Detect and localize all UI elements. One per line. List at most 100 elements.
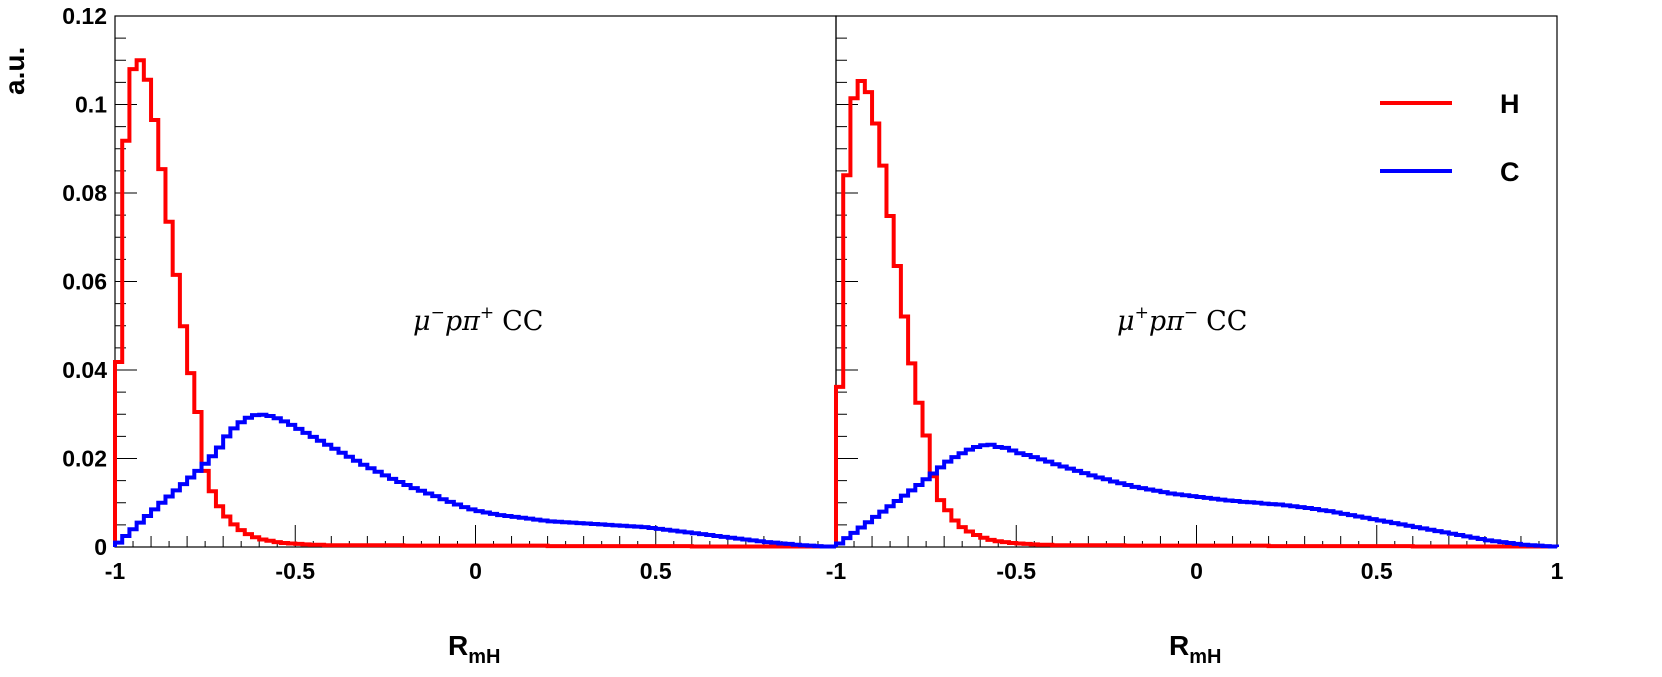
x-tick-label: 0 <box>469 558 482 584</box>
histogram-bin <box>1103 479 1110 547</box>
histogram-bin <box>858 81 865 547</box>
histogram-bin <box>1016 453 1023 547</box>
histogram-bin <box>923 479 930 547</box>
histogram-bin <box>216 447 223 547</box>
histogram-bin <box>158 169 165 547</box>
histogram-bin <box>951 457 958 547</box>
histogram-bin <box>1240 502 1247 547</box>
histogram-bin <box>1074 471 1081 547</box>
histogram-bin <box>533 520 540 547</box>
histogram-bin <box>944 462 951 547</box>
histogram-bin <box>310 437 317 547</box>
histogram-bin <box>1045 462 1052 547</box>
histogram-bin <box>1139 488 1146 547</box>
histogram-bin <box>980 445 987 547</box>
histogram-bin <box>403 485 410 547</box>
histogram-bin <box>1002 448 1009 547</box>
histogram-bin <box>331 449 338 547</box>
histogram-bin <box>137 60 144 547</box>
y-tick-label: 0.06 <box>62 269 107 295</box>
histogram-bin <box>1189 496 1196 547</box>
x-axis-title-right: RmH <box>1169 630 1221 668</box>
legend-label-c: C <box>1500 157 1520 187</box>
histogram-bin <box>1031 457 1038 547</box>
histogram-bin <box>490 514 497 547</box>
histogram-bin <box>1132 487 1139 547</box>
annotation-right: μ+pπ− CC <box>1117 303 1247 337</box>
histogram-bin <box>497 515 504 547</box>
histogram-bin <box>1146 489 1153 547</box>
legend-label-h: H <box>1500 89 1520 119</box>
histogram-bin <box>173 490 180 547</box>
histogram-bin <box>612 525 619 547</box>
histogram-bin <box>1124 485 1131 547</box>
histogram-bin <box>1023 455 1030 547</box>
histogram-bin <box>930 474 937 547</box>
histogram-bin <box>865 92 872 547</box>
histogram-bin <box>1197 497 1204 547</box>
histogram-bin <box>1333 512 1340 547</box>
histogram-bin <box>1052 464 1059 547</box>
histogram-bin <box>476 511 483 547</box>
histogram-bin <box>1312 509 1319 547</box>
histogram-bin <box>576 523 583 547</box>
histogram-bin <box>1391 523 1398 547</box>
histogram-bin <box>202 464 209 547</box>
histogram-bin <box>425 493 432 547</box>
x-tick-label: -1 <box>826 558 847 584</box>
histogram-bin <box>375 472 382 547</box>
histogram-bin <box>1362 518 1369 547</box>
histogram-bin <box>259 415 266 547</box>
histogram-bin <box>1182 495 1189 547</box>
histogram-bin <box>1384 522 1391 547</box>
histogram-bin <box>1254 503 1261 547</box>
histogram-bin <box>1096 478 1103 547</box>
series-c-left <box>113 412 838 549</box>
histogram-bin <box>238 422 245 547</box>
histogram-bin <box>1348 515 1355 547</box>
x-axis-title-left: RmH <box>448 630 500 668</box>
x-tick-label: -0.5 <box>275 558 315 584</box>
histogram-bin <box>879 166 886 547</box>
y-tick-label: 0.04 <box>62 357 107 383</box>
histogram-bin <box>447 502 454 547</box>
histogram-bin <box>512 517 519 547</box>
histogram-bin <box>1261 504 1268 547</box>
histogram-bin <box>959 453 966 547</box>
histogram-bin <box>317 441 324 547</box>
histogram-bin <box>1233 501 1240 547</box>
histogram-bin <box>1305 508 1312 547</box>
histogram-bin <box>1326 511 1333 547</box>
histogram-bin <box>901 496 908 547</box>
histogram-bin <box>483 512 490 547</box>
histogram-bin <box>230 428 237 547</box>
x-axis-title-sub: mH <box>468 646 500 668</box>
histogram-bin <box>1117 483 1124 547</box>
y-tick-label: 0.12 <box>62 3 107 29</box>
histogram-bin <box>144 80 151 547</box>
histogram-bin <box>872 124 879 547</box>
histogram-bin <box>418 491 425 547</box>
y-tick-label: 0 <box>94 534 107 560</box>
histogram-bin <box>1283 505 1290 547</box>
histogram-bin <box>1290 506 1297 547</box>
histogram-bin <box>461 507 468 547</box>
histogram-bin <box>1060 466 1067 547</box>
histogram-bin <box>1377 520 1384 547</box>
histogram-bin <box>908 490 915 547</box>
histograms <box>113 58 1559 549</box>
histogram-bin <box>382 475 389 547</box>
histogram-bin <box>620 526 627 547</box>
histogram-bin <box>1276 505 1283 547</box>
histogram-bin <box>1081 473 1088 547</box>
histogram-bin <box>540 520 547 547</box>
histogram-bin <box>1009 451 1016 547</box>
histogram-bin <box>1341 514 1348 547</box>
histogram-bin <box>555 522 562 547</box>
histogram-bin <box>1297 507 1304 547</box>
histogram-bin <box>1225 501 1232 547</box>
histogram-bin <box>1355 516 1362 547</box>
x-tick-label: 0.5 <box>640 558 672 584</box>
histogram-bin <box>1175 494 1182 547</box>
histogram-bin <box>454 505 461 547</box>
